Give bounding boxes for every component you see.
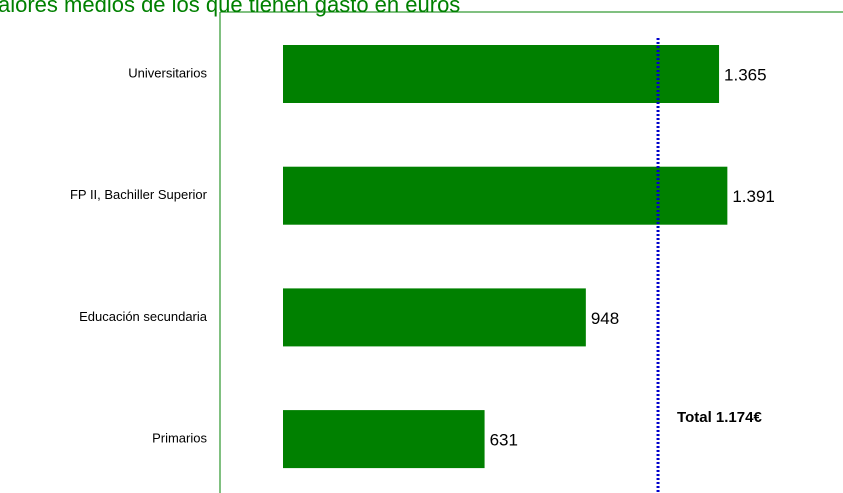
- bar: [283, 166, 728, 225]
- y-tick-label: Universitarios: [128, 65, 207, 80]
- data-label: 1.391: [732, 187, 775, 206]
- data-label: 1.365: [724, 65, 767, 84]
- bar: [283, 45, 720, 103]
- data-label: 631: [490, 431, 518, 450]
- reference-label: Total 1.174€: [677, 409, 762, 426]
- y-tick-label: FP II, Bachiller Superior: [70, 187, 208, 202]
- chart-title: alores medios de los que tienen gasto en…: [0, 0, 460, 17]
- bar: [283, 410, 485, 469]
- bar: [283, 288, 586, 347]
- y-tick-label: Primarios: [152, 431, 207, 446]
- y-tick-label: Educación secundaria: [79, 309, 208, 324]
- data-label: 948: [591, 309, 619, 328]
